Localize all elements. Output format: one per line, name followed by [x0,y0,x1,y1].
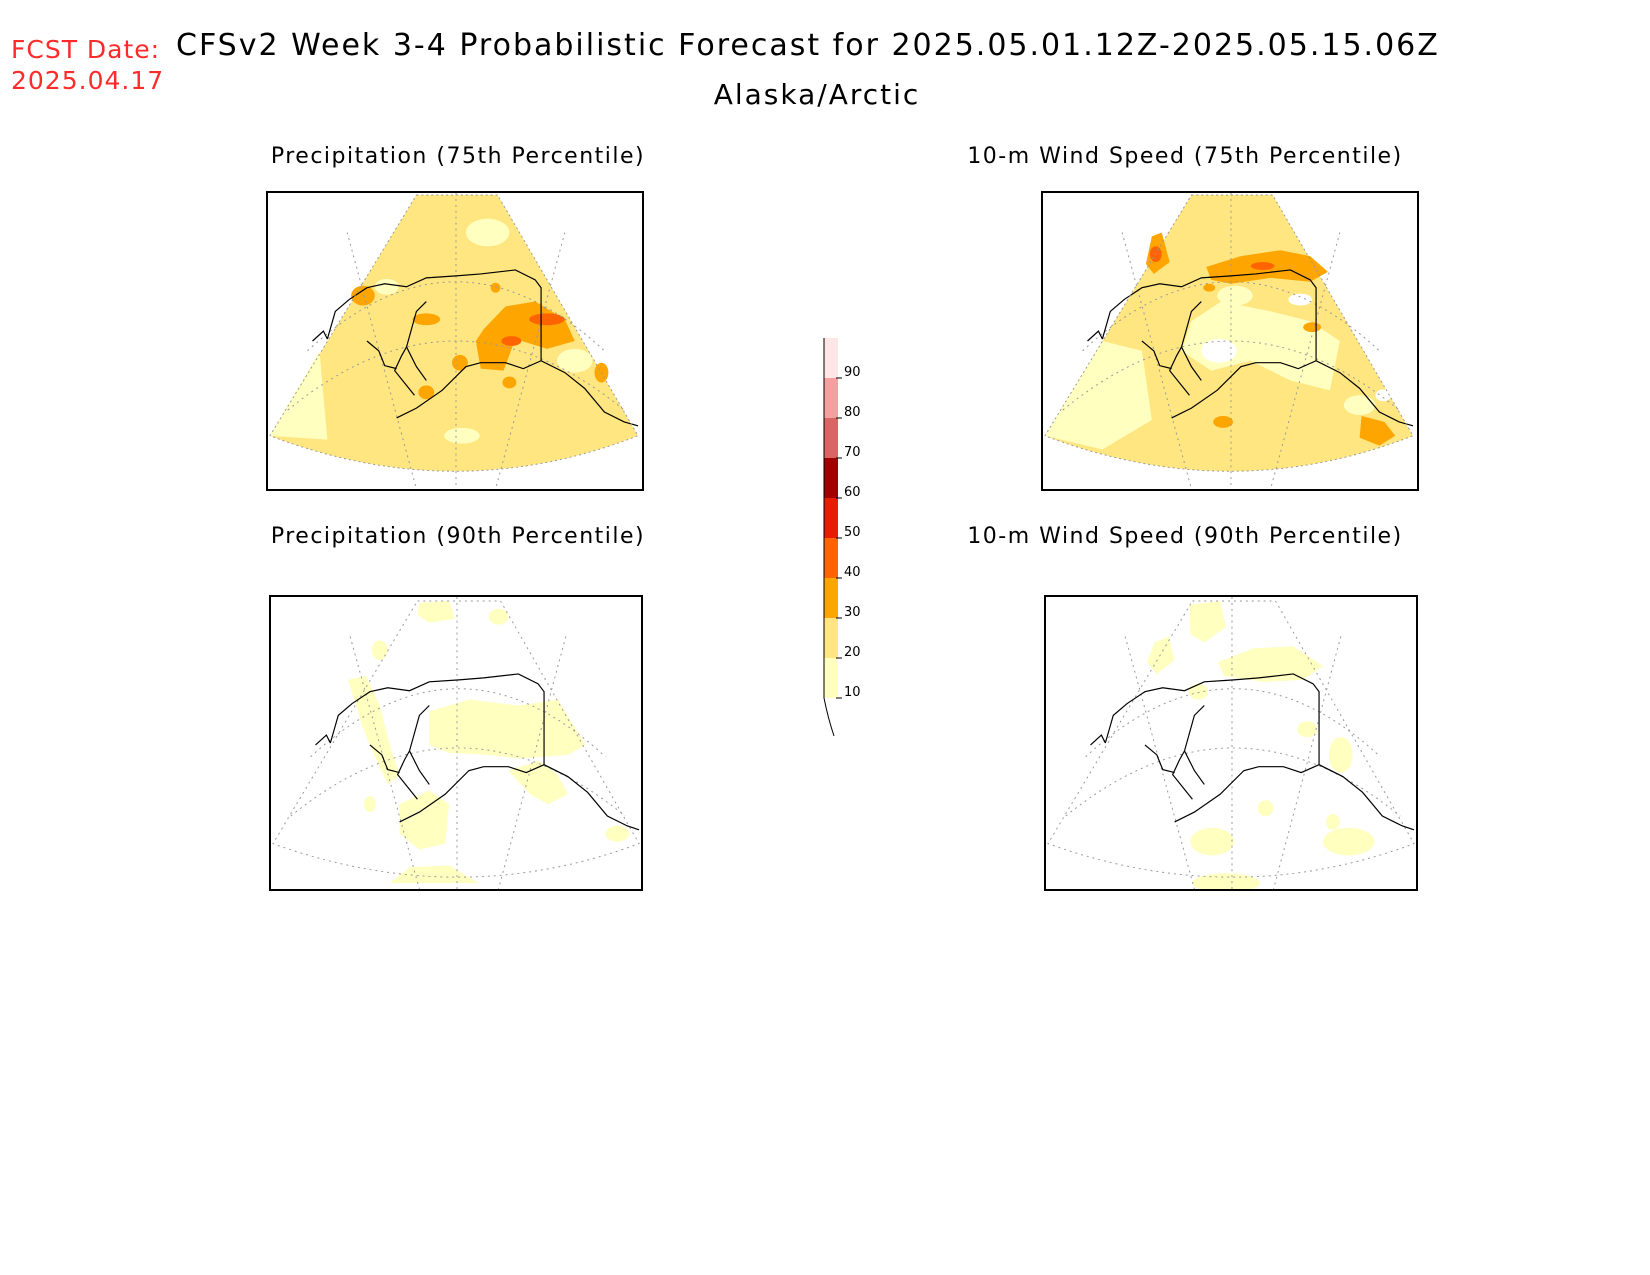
colorbar-swatch [824,578,838,618]
colorbar-label: 70 [844,445,861,460]
map-precip-75 [266,191,644,491]
fcst-date-value: 2025.04.17 [11,66,165,95]
region-subtitle-text: Alaska/Arctic [713,78,921,111]
colorbar-label: 30 [844,605,861,620]
forecast-domain [269,194,639,472]
colorbar-label: 40 [844,565,861,580]
region-subtitle: Alaska/Arctic [0,78,1650,111]
colorbar-bottom-cap [823,697,835,737]
fcst-date: FCST Date: 2025.04.17 [11,34,164,96]
colorbar-swatch [824,498,838,538]
colorbar-label: 10 [844,685,861,700]
fcst-date-label: FCST Date: [11,35,161,64]
map-precip-90 [269,595,643,891]
colorbar-swatch [824,338,838,378]
colorbar-label: 90 [844,365,861,380]
panel-title-wind-90: 10-m Wind Speed (90th Percentile) [967,524,1403,549]
colorbar-swatch [824,458,838,498]
coastline [312,269,639,427]
colorbar: 10 20 30 40 50 60 70 80 90 [820,299,900,738]
colorbar-swatch [824,418,838,458]
colorbar-label: 60 [844,485,861,500]
colorbar-label: 20 [844,645,861,660]
colorbar-label: 50 [844,525,861,540]
map-wind-90 [1044,595,1418,891]
colorbar-swatch [824,618,838,658]
panel-title-wind-75: 10-m Wind Speed (75th Percentile) [967,144,1403,169]
colorbar-label: 80 [844,405,861,420]
panel-title-precip-90: Precipitation (90th Percentile) [270,524,646,549]
colorbar-swatch [824,538,838,578]
colorbar-swatch [824,658,838,698]
colorbar-swatch [824,378,838,418]
map-wind-75 [1041,191,1419,491]
main-title-text: CFSv2 Week 3-4 Probabilistic Forecast fo… [176,28,1440,63]
panel-title-precip-75: Precipitation (75th Percentile) [270,144,646,169]
